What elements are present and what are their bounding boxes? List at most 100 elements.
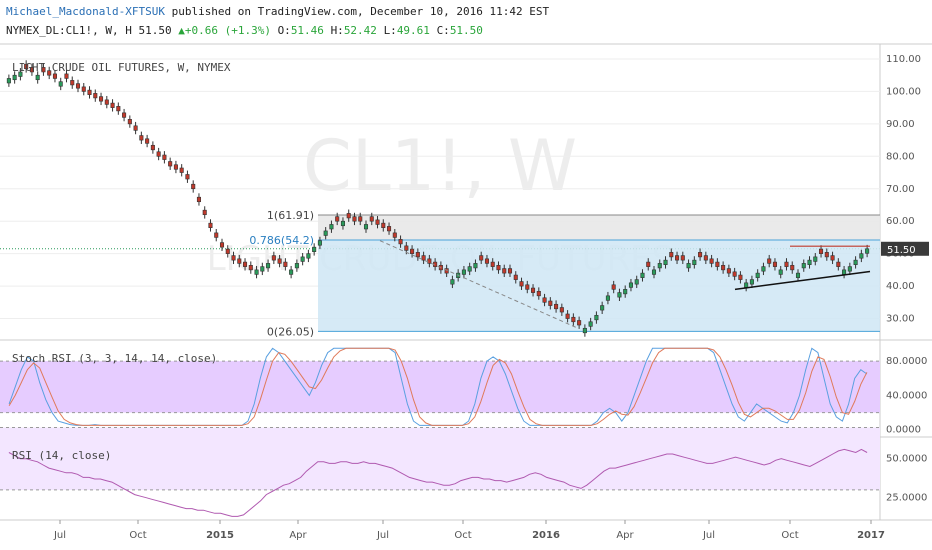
- candle: [312, 243, 317, 256]
- candle-body: [260, 266, 265, 272]
- price-axis[interactable]: 110.00100.0090.0080.0070.0060.0050.0040.…: [881, 54, 929, 325]
- candle-body: [127, 119, 132, 125]
- time-tick-label: 2015: [206, 530, 234, 541]
- author-link[interactable]: Michael_Macdonald-XFTSUK: [6, 5, 165, 18]
- support-trendline: [734, 270, 871, 291]
- candle: [191, 180, 196, 193]
- candle-body: [335, 216, 340, 222]
- candle: [801, 259, 806, 272]
- time-tick-label: Oct: [781, 530, 798, 541]
- candle: [24, 60, 29, 73]
- time-tick-label: Apr: [289, 530, 307, 541]
- candle-body: [179, 167, 184, 173]
- candle-body: [525, 284, 530, 290]
- candle: [703, 251, 708, 265]
- last-price: 51.50: [138, 24, 172, 37]
- candle-body: [623, 289, 628, 295]
- candle: [323, 227, 328, 240]
- candle: [542, 293, 547, 307]
- candle: [865, 244, 870, 258]
- candle-body: [531, 287, 536, 293]
- candle: [646, 258, 651, 271]
- candle-body: [807, 259, 812, 265]
- candle: [571, 313, 576, 326]
- candle: [398, 235, 403, 248]
- candle: [807, 256, 812, 269]
- candle-body: [473, 263, 478, 269]
- candle: [427, 254, 432, 268]
- candle-body: [519, 281, 524, 287]
- candle-body: [675, 255, 680, 261]
- candle-body: [219, 242, 225, 248]
- candle-body: [657, 263, 662, 269]
- candle: [387, 222, 392, 235]
- candle: [824, 248, 829, 261]
- candle-body: [496, 265, 501, 271]
- fibonacci-retracement[interactable]: 1(61.91) 0.786(54.2) 0(26.05): [249, 209, 880, 338]
- candle-body: [317, 240, 322, 246]
- candle: [352, 212, 357, 226]
- candle-body: [795, 272, 801, 278]
- candle-body: [208, 222, 213, 228]
- candle: [484, 254, 489, 268]
- candle: [12, 71, 17, 84]
- candle-body: [761, 266, 766, 272]
- candle: [35, 71, 40, 84]
- rsi-axis[interactable]: 50.0000 25.0000: [886, 454, 927, 504]
- candle: [122, 108, 127, 122]
- candle-body: [150, 144, 155, 151]
- candle: [294, 259, 299, 272]
- candle-body: [819, 248, 824, 254]
- candle-body: [196, 196, 201, 203]
- time-tick-label: Jul: [376, 530, 389, 541]
- candle: [830, 251, 835, 265]
- candle-body: [410, 248, 415, 254]
- time-tick-label: Oct: [129, 530, 146, 541]
- candle-body: [415, 252, 420, 258]
- candle: [611, 280, 616, 294]
- candle-body: [542, 297, 547, 303]
- time-tick-label: Apr: [616, 530, 634, 541]
- candle: [87, 86, 92, 99]
- fib-zone-upper: [318, 215, 880, 241]
- candle-body: [715, 261, 720, 267]
- candle: [686, 259, 691, 272]
- candle: [335, 212, 340, 226]
- candle-body: [254, 269, 259, 275]
- candle-body: [565, 313, 570, 319]
- trendlines[interactable]: [379, 240, 871, 329]
- candle: [473, 259, 478, 272]
- candle: [369, 212, 374, 226]
- candle: [784, 258, 789, 271]
- candle-body: [202, 209, 207, 216]
- candle-body: [243, 261, 248, 267]
- candle-body: [381, 222, 386, 228]
- candle: [582, 324, 587, 337]
- candle: [139, 131, 144, 144]
- candle-body: [709, 258, 714, 264]
- candle: [358, 212, 363, 226]
- tick-label: 50.0000: [886, 454, 927, 465]
- candle: [732, 267, 737, 281]
- candle: [271, 251, 276, 265]
- candle-body: [640, 272, 645, 278]
- rsi-pane-title: RSI (14, close): [12, 449, 111, 462]
- candle-body: [12, 74, 17, 81]
- candle-body: [577, 320, 582, 326]
- candle: [116, 102, 121, 115]
- candle: [738, 271, 743, 284]
- last-price-label: 51.50: [887, 245, 916, 256]
- series-line: [8, 448, 868, 517]
- candle-body: [52, 73, 57, 79]
- candle: [559, 303, 564, 316]
- time-axis[interactable]: Jul Oct 2015 Apr Jul Oct 2016 Apr Jul Oct 2017: [53, 520, 885, 541]
- watermark-ticker: CL1!, W: [303, 125, 577, 207]
- close-value: 51.50: [449, 24, 483, 37]
- candle: [52, 70, 57, 83]
- stoch-axis[interactable]: 80.0000 40.0000 0.0000: [886, 356, 927, 436]
- candle: [813, 252, 818, 266]
- candle: [300, 252, 305, 266]
- candle-body: [116, 106, 121, 112]
- candle: [58, 77, 63, 91]
